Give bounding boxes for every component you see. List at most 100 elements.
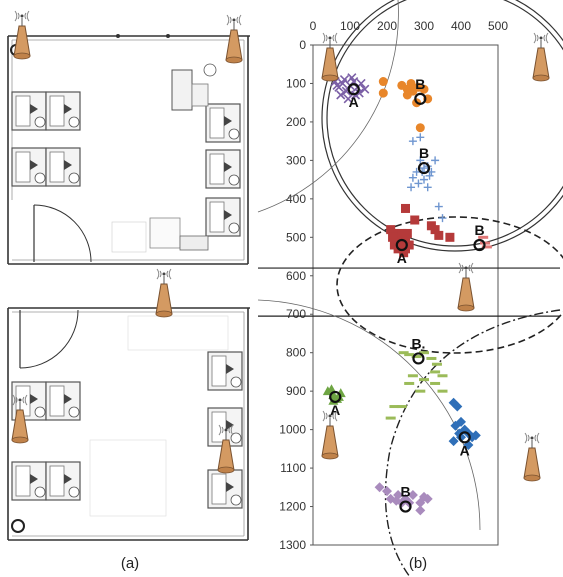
data-point bbox=[414, 179, 423, 188]
data-point bbox=[407, 374, 418, 378]
point-marker-ring bbox=[414, 92, 427, 105]
x-tick-label: 0 bbox=[310, 19, 317, 33]
data-point bbox=[407, 490, 418, 500]
data-point bbox=[416, 133, 425, 142]
data-point bbox=[470, 430, 481, 441]
y-tick-label: 1300 bbox=[279, 538, 306, 552]
data-point bbox=[478, 235, 489, 239]
data-point bbox=[388, 232, 398, 242]
data-point bbox=[430, 381, 441, 385]
beacon-icon bbox=[322, 411, 338, 459]
x-tick-label: 400 bbox=[451, 19, 471, 33]
data-point bbox=[402, 90, 412, 100]
x-tick-label: 300 bbox=[414, 19, 434, 33]
point-marker-ring bbox=[412, 352, 425, 365]
point-label: A bbox=[349, 94, 359, 110]
point-marker-ring bbox=[417, 161, 431, 175]
x-tick-label: 500 bbox=[488, 19, 508, 33]
data-point bbox=[452, 401, 463, 412]
y-axis-ticks: 0 100 200 300 400 500 600 700 800 900 1000 1100 1200… bbox=[279, 38, 313, 552]
y-tick-label: 700 bbox=[286, 307, 306, 321]
point-marker-ring bbox=[473, 238, 486, 252]
data-point bbox=[430, 225, 440, 235]
data-point bbox=[404, 381, 415, 385]
data-point bbox=[426, 356, 437, 360]
point-marker-ring bbox=[395, 238, 408, 252]
point-marker-ring bbox=[347, 83, 360, 96]
data-point bbox=[437, 389, 448, 393]
data-point bbox=[425, 171, 434, 180]
data-point bbox=[411, 355, 422, 359]
beacon-icon bbox=[524, 433, 540, 481]
lower-room bbox=[7, 306, 250, 541]
x-axis-ticks: 0 100 200 300 400 500 bbox=[310, 19, 509, 33]
data-point bbox=[416, 156, 425, 165]
data-point bbox=[415, 505, 426, 516]
data-point bbox=[339, 75, 350, 85]
data-point bbox=[401, 203, 410, 213]
floor-plan-panel bbox=[7, 11, 250, 541]
y-tick-label: 1000 bbox=[279, 423, 306, 437]
beacon-icon bbox=[226, 15, 242, 63]
data-point bbox=[333, 391, 344, 401]
data-point bbox=[408, 137, 417, 146]
x-tick-label: 100 bbox=[340, 19, 360, 33]
data-point bbox=[423, 183, 432, 192]
beacon-icon bbox=[322, 33, 338, 81]
data-point bbox=[389, 405, 400, 409]
y-tick-label: 600 bbox=[286, 269, 306, 283]
y-tick-label: 1100 bbox=[280, 461, 306, 475]
point-label: B. bbox=[411, 335, 425, 351]
data-point bbox=[382, 486, 392, 497]
data-point bbox=[415, 123, 425, 133]
data-point bbox=[397, 228, 407, 238]
data-point bbox=[332, 80, 342, 90]
data-point bbox=[385, 416, 396, 420]
point-label: B bbox=[419, 145, 429, 161]
plot-frame bbox=[312, 44, 499, 546]
point-marker-ring bbox=[399, 500, 412, 513]
point-label: A bbox=[330, 402, 340, 418]
beacon-icon bbox=[458, 263, 474, 311]
data-point bbox=[434, 202, 443, 211]
data-point bbox=[336, 90, 346, 100]
data-point bbox=[402, 228, 412, 238]
data-point bbox=[343, 94, 353, 104]
data-point bbox=[430, 370, 441, 374]
point-marker-ring bbox=[329, 390, 342, 404]
point-label: B bbox=[415, 76, 425, 92]
data-point bbox=[396, 405, 407, 409]
coverage-circles bbox=[257, 0, 563, 577]
data-point bbox=[419, 378, 429, 382]
data-point bbox=[420, 175, 428, 184]
data-point bbox=[404, 353, 415, 357]
data-point bbox=[481, 245, 492, 249]
point-label: B bbox=[474, 222, 484, 238]
data-point bbox=[395, 240, 405, 250]
separator-lines bbox=[258, 267, 560, 317]
point-label: A bbox=[397, 250, 407, 266]
data-point bbox=[347, 73, 357, 83]
data-point bbox=[422, 493, 433, 504]
desk-cluster-upper-right bbox=[205, 103, 241, 237]
data-point bbox=[408, 173, 417, 182]
y-tick-label: 500 bbox=[286, 230, 306, 244]
data-point bbox=[398, 351, 409, 355]
data-point bbox=[450, 420, 461, 431]
data-point bbox=[406, 78, 416, 88]
data-point bbox=[437, 374, 448, 378]
y-tick-label: 800 bbox=[286, 346, 306, 360]
y-tick-label: 200 bbox=[286, 115, 306, 129]
data-point bbox=[438, 214, 447, 223]
data-point bbox=[407, 183, 416, 192]
point-label: B bbox=[400, 484, 410, 500]
beacon-icon bbox=[156, 269, 172, 317]
caption-b: (b) bbox=[409, 555, 427, 572]
data-point bbox=[391, 495, 402, 506]
data-point bbox=[420, 164, 428, 173]
caption-a: (a) bbox=[121, 555, 139, 572]
data-point bbox=[360, 84, 370, 94]
y-tick-label: 1200 bbox=[279, 500, 306, 514]
upper-room bbox=[7, 34, 250, 265]
